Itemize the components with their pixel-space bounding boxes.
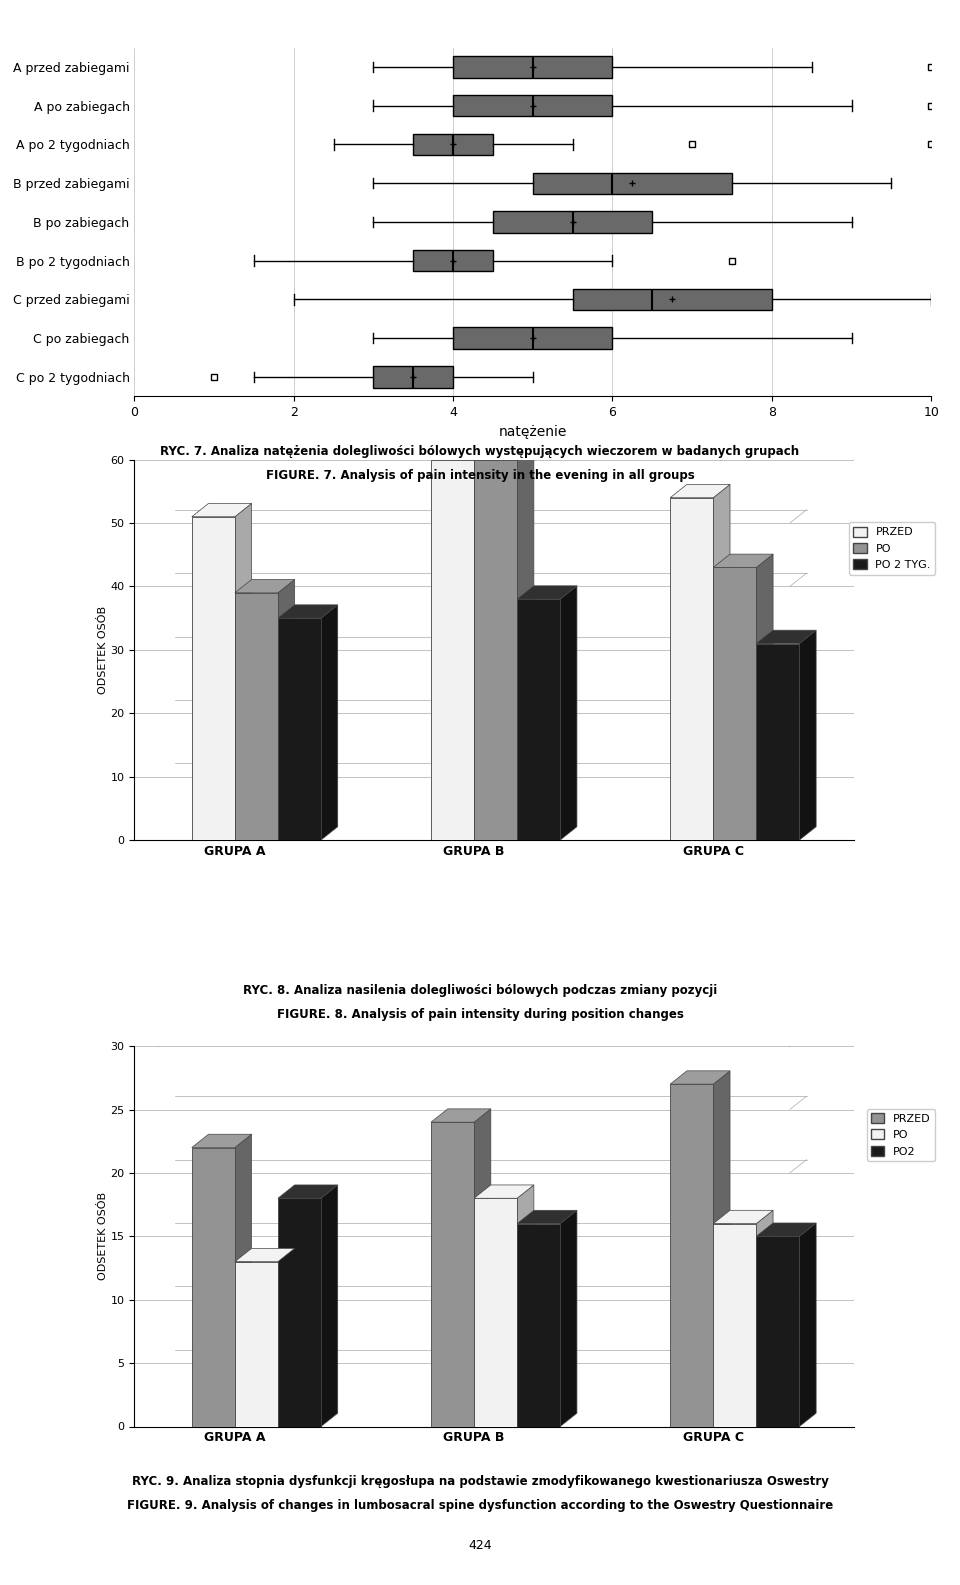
PathPatch shape <box>453 55 612 78</box>
Polygon shape <box>670 1071 730 1084</box>
Polygon shape <box>670 485 730 498</box>
PathPatch shape <box>413 250 493 271</box>
PathPatch shape <box>453 95 612 116</box>
Text: FIGURE. 7. Analysis of pain intensity in the evening in all groups: FIGURE. 7. Analysis of pain intensity in… <box>266 469 694 482</box>
Polygon shape <box>235 1135 252 1426</box>
Text: FIGURE. 8. Analysis of pain intensity during position changes: FIGURE. 8. Analysis of pain intensity du… <box>276 1008 684 1021</box>
Y-axis label: ODSETEK OSÓB: ODSETEK OSÓB <box>98 1192 108 1281</box>
Y-axis label: ODSETEK OSÓB: ODSETEK OSÓB <box>98 605 108 694</box>
Text: FIGURE. 9. Analysis of changes in lumbosacral spine dysfunction according to the: FIGURE. 9. Analysis of changes in lumbos… <box>127 1499 833 1512</box>
Polygon shape <box>517 447 534 840</box>
Polygon shape <box>235 504 252 840</box>
Polygon shape <box>561 1211 577 1426</box>
Polygon shape <box>517 1224 561 1426</box>
Polygon shape <box>431 1122 474 1426</box>
Polygon shape <box>517 599 561 840</box>
PathPatch shape <box>493 211 653 233</box>
PathPatch shape <box>572 288 772 311</box>
Polygon shape <box>474 447 491 840</box>
Polygon shape <box>278 605 338 618</box>
Polygon shape <box>278 580 295 840</box>
Polygon shape <box>474 447 534 460</box>
Polygon shape <box>431 447 491 460</box>
Legend: PRZED, PO, PO2: PRZED, PO, PO2 <box>867 1110 935 1162</box>
X-axis label: natężenie: natężenie <box>498 425 567 439</box>
Text: RYC. 7. Analiza natężenia dolegliwości bólowych występujących wieczorem w badany: RYC. 7. Analiza natężenia dolegliwości b… <box>160 445 800 458</box>
Polygon shape <box>431 460 474 840</box>
PathPatch shape <box>453 328 612 349</box>
Polygon shape <box>756 555 773 840</box>
Polygon shape <box>192 1148 235 1426</box>
Polygon shape <box>670 1084 713 1426</box>
Polygon shape <box>278 618 321 840</box>
Polygon shape <box>800 1224 816 1426</box>
Polygon shape <box>756 631 816 644</box>
Polygon shape <box>800 631 816 840</box>
PathPatch shape <box>373 366 453 387</box>
Polygon shape <box>192 504 252 517</box>
Polygon shape <box>474 1198 517 1426</box>
Text: 424: 424 <box>468 1539 492 1552</box>
Polygon shape <box>756 644 800 840</box>
Polygon shape <box>278 1249 295 1426</box>
Legend: PRZED, PO, PO 2 TYG.: PRZED, PO, PO 2 TYG. <box>849 523 935 575</box>
Polygon shape <box>474 1186 534 1198</box>
Polygon shape <box>235 1249 295 1262</box>
Polygon shape <box>713 1224 756 1426</box>
Text: RYC. 8. Analiza nasilenia dolegliwości bólowych podczas zmiany pozycji: RYC. 8. Analiza nasilenia dolegliwości b… <box>243 984 717 997</box>
Polygon shape <box>517 1186 534 1426</box>
Polygon shape <box>474 1110 491 1426</box>
Polygon shape <box>713 1071 730 1426</box>
Polygon shape <box>235 580 295 593</box>
Polygon shape <box>561 586 577 840</box>
PathPatch shape <box>413 133 493 155</box>
Polygon shape <box>756 1236 800 1426</box>
Polygon shape <box>756 1224 816 1236</box>
Polygon shape <box>235 1262 278 1426</box>
Polygon shape <box>235 593 278 840</box>
Polygon shape <box>713 485 730 840</box>
Polygon shape <box>713 567 756 840</box>
Polygon shape <box>321 1186 338 1426</box>
Polygon shape <box>431 1110 491 1122</box>
Polygon shape <box>474 460 517 840</box>
Polygon shape <box>713 555 773 567</box>
Polygon shape <box>670 498 713 840</box>
PathPatch shape <box>533 173 732 193</box>
Polygon shape <box>321 605 338 840</box>
Text: RYC. 9. Analiza stopnia dysfunkcji kręgosłupa na podstawie zmodyfikowanego kwest: RYC. 9. Analiza stopnia dysfunkcji kręgo… <box>132 1476 828 1488</box>
Polygon shape <box>192 1135 252 1148</box>
Polygon shape <box>278 1198 321 1426</box>
Polygon shape <box>517 586 577 599</box>
Polygon shape <box>517 1211 577 1224</box>
Polygon shape <box>756 1211 773 1426</box>
Polygon shape <box>192 517 235 840</box>
Polygon shape <box>713 1211 773 1224</box>
Polygon shape <box>278 1186 338 1198</box>
